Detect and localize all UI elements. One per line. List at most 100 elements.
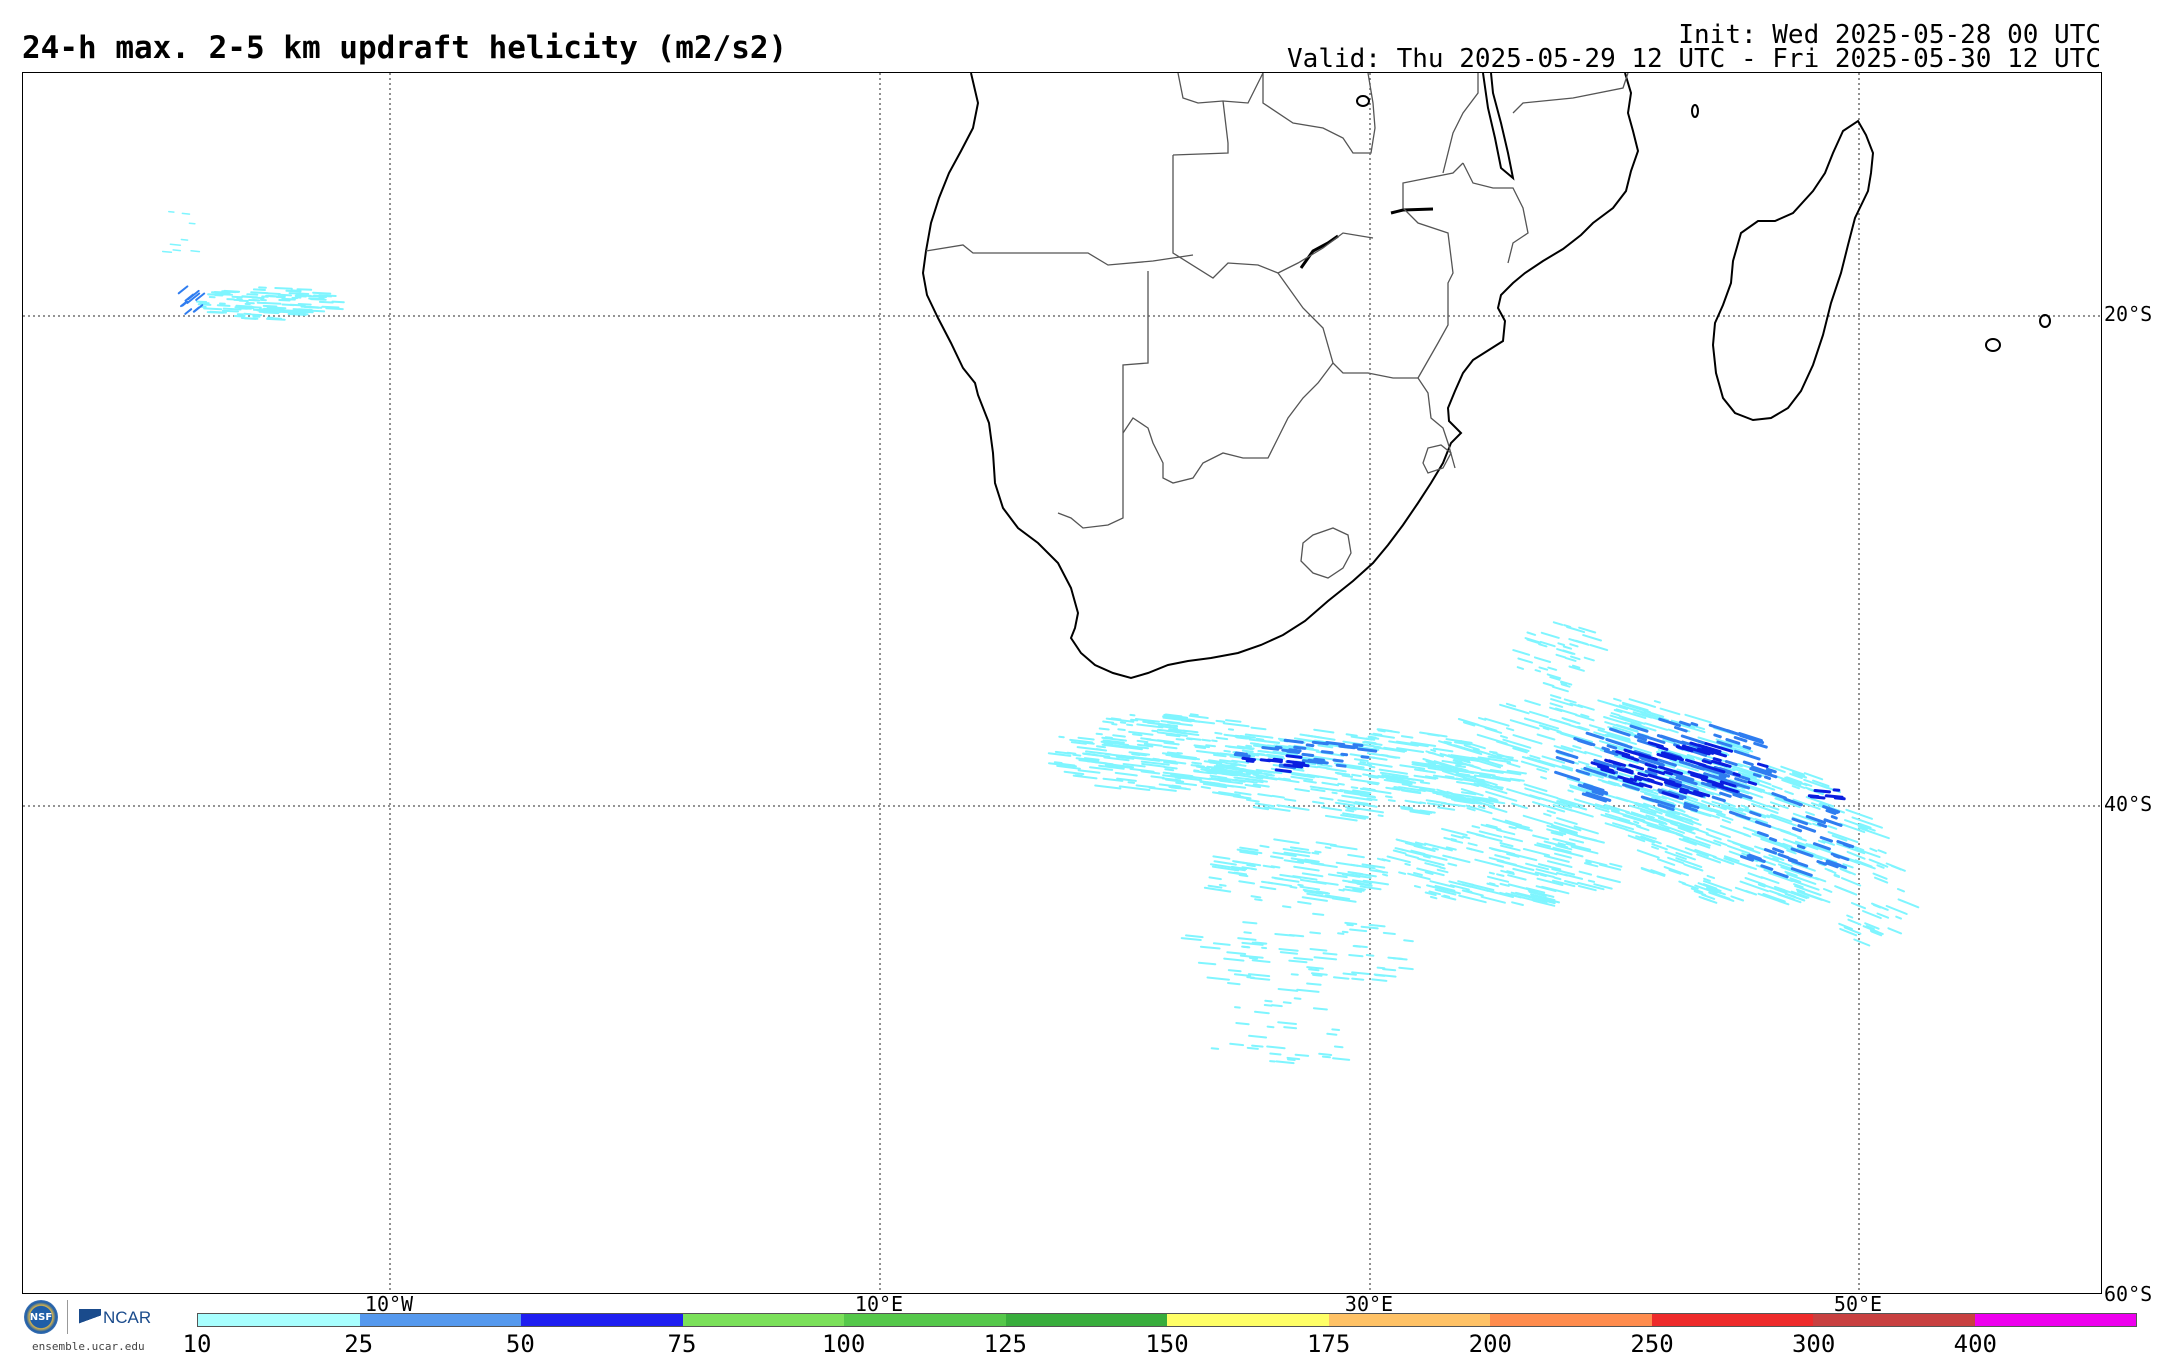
helicity-streak [1346,810,1353,811]
helicity-streak [1571,657,1580,660]
helicity-streak [1231,765,1236,766]
helicity-streak [1580,872,1592,875]
helicity-streak [1744,747,1750,749]
helicity-streak [1212,1048,1219,1049]
helicity-streak [1367,799,1376,800]
helicity-streak [1648,779,1653,781]
helicity-streak [1249,974,1269,976]
helicity-streak [1258,782,1263,783]
helicity-streak [1557,655,1566,658]
helicity-streak [1557,649,1573,654]
helicity-streak [1258,794,1271,796]
helicity-streak [1246,746,1251,747]
helicity-streak [179,286,188,293]
helicity-streak [1235,1007,1240,1008]
helicity-streak [1652,847,1658,849]
helicity-streak [1396,848,1403,850]
helicity-streak [1202,740,1210,741]
helicity-streak [1250,740,1279,744]
helicity-streak [1564,625,1570,627]
helicity-streak [1888,928,1901,933]
helicity-streak [1283,906,1290,907]
helicity-streak [1490,807,1507,812]
helicity-streak [1508,875,1525,879]
helicity-streak [1318,764,1332,766]
helicity-streak [291,305,305,306]
helicity-streak [1342,754,1347,755]
colorbar-swatch [1329,1314,1491,1326]
helicity-streak [1315,759,1324,760]
helicity-streak [1785,791,1793,794]
helicity-streak [1138,741,1148,742]
helicity-streak [1874,905,1880,908]
map-canvas [23,73,2102,1294]
helicity-streak [1265,1001,1271,1002]
helicity-streak [1307,745,1313,746]
helicity-streak [1285,799,1295,801]
helicity-streak [1744,865,1756,869]
helicity-streak [1199,963,1215,965]
helicity-streak [1303,754,1313,755]
helicity-streak [1442,829,1467,835]
helicity-streak [1896,917,1901,919]
helicity-streak [1443,856,1451,858]
helicity-streak [1798,838,1806,841]
helicity-streak [322,307,338,308]
helicity-streak [1386,796,1392,797]
footer-logos: NSF NCAR ensemble.ucar.edu [24,1298,164,1354]
helicity-streak [1399,968,1413,969]
helicity-streak [254,289,265,290]
helicity-streak [1338,933,1343,934]
ncar-logo: NCAR [79,1308,151,1328]
graticule [23,73,2102,1294]
helicity-streak [1343,746,1357,748]
helicity-streak [1508,763,1520,767]
helicity-streak [1490,873,1494,874]
helicity-streak [1431,897,1437,898]
helicity-streak [1669,730,1678,733]
helicity-streak [1631,779,1636,780]
helicity-streak [185,309,191,314]
helicity-streak [1271,856,1283,858]
helicity-streak [1421,782,1429,783]
helicity-streak [1349,955,1362,956]
helicity-streak [1311,789,1324,791]
helicity-streak [247,294,257,295]
helicity-streak [1530,712,1548,717]
helicity-streak [1270,1054,1280,1055]
helicity-streak [1055,762,1062,763]
helicity-streak [240,308,251,309]
helicity-streak [1600,791,1606,793]
helicity-streak [1512,902,1523,905]
helicity-streak [1825,820,1841,826]
helicity-streak [1137,785,1155,787]
helicity-streak [1097,734,1102,735]
helicity-streak [1230,1044,1243,1045]
helicity-streak [1252,896,1261,897]
helicity-streak [1681,791,1687,793]
lake-outline [1357,96,1369,106]
helicity-streak [1612,713,1620,715]
helicity-streak [173,250,180,251]
helicity-streak [1267,1047,1284,1049]
helicity-streak [1554,622,1562,625]
helicity-streak [1440,867,1444,868]
helicity-streak [1467,848,1472,849]
helicity-streak [1247,773,1258,774]
helicity-streak [1209,886,1222,888]
helicity-streak [1213,856,1229,858]
helicity-streak [1367,955,1374,956]
helicity-streak [1303,897,1327,901]
helicity-streak [1261,887,1276,889]
helicity-streak [1192,763,1201,764]
helicity-streak [267,319,285,320]
helicity-streak [1273,796,1284,798]
helicity-streak [1638,850,1659,857]
helicity-streak [170,244,180,245]
helicity-streak [1285,740,1302,742]
helicity-streak [1555,878,1561,880]
logo-divider [67,1300,68,1334]
helicity-streak [1715,735,1721,737]
helicity-streak [1176,783,1196,785]
helicity-streak [1379,815,1383,816]
